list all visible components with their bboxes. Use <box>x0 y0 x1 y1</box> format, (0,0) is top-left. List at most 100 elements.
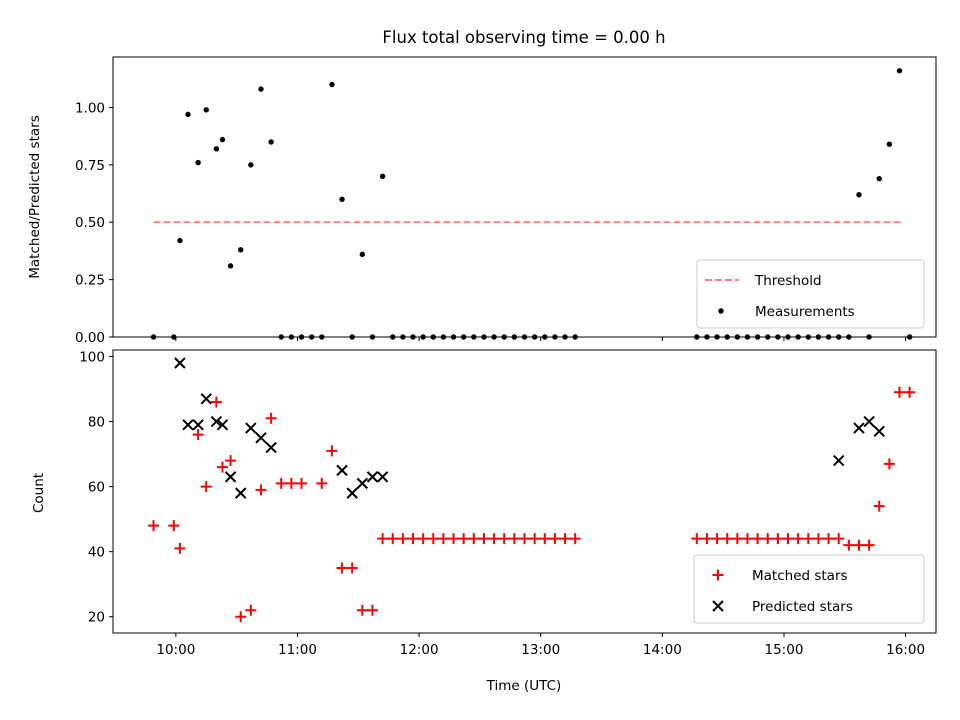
measurements-point <box>359 251 366 258</box>
measurements-point <box>339 196 345 202</box>
matched-stars-point <box>326 445 338 457</box>
matched-stars-point <box>200 481 212 493</box>
measurements-point <box>896 68 903 74</box>
predicted-stars-point <box>224 471 237 483</box>
data-marks <box>148 357 916 623</box>
matched-stars-point <box>772 533 784 545</box>
predicted-stars-point <box>192 419 204 431</box>
matched-stars-point <box>192 429 204 441</box>
matched-stars-point <box>701 533 713 545</box>
legend-plus-swatch <box>712 569 724 581</box>
matched-stars-point <box>407 533 419 545</box>
matched-stars-point <box>863 539 875 551</box>
matched-stars-point <box>255 484 267 496</box>
legend-label: Predicted stars <box>752 599 853 615</box>
legend-x-swatch <box>712 600 724 612</box>
x-tick-label: 15:00 <box>765 642 804 658</box>
matched-stars-point <box>711 533 723 545</box>
measurements-point <box>379 173 386 180</box>
matched-stars-point <box>210 396 222 408</box>
measurements-point <box>203 107 209 113</box>
matched-stars-point <box>721 533 733 545</box>
matched-stars-point <box>245 604 257 616</box>
measurements-point <box>185 111 191 118</box>
measurements-point <box>219 136 226 143</box>
predicted-stars-point <box>182 419 194 431</box>
matched-stars-point <box>894 386 906 398</box>
x-tick-label: 16:00 <box>886 642 925 658</box>
measurements-point <box>195 159 201 166</box>
predicted-stars-point <box>245 422 257 434</box>
x-tick-label: 14:00 <box>643 642 682 658</box>
bottom-y-axis-label: Count <box>31 473 47 513</box>
measurements-point <box>856 192 862 198</box>
matched-stars-point <box>559 533 571 545</box>
matched-stars-point <box>741 533 753 545</box>
matched-stars-point <box>812 533 824 545</box>
matched-stars-point <box>377 533 389 545</box>
matched-stars-point <box>478 533 490 545</box>
predicted-stars-point <box>873 425 885 438</box>
matched-stars-point <box>168 520 180 532</box>
matched-stars-point <box>488 533 500 545</box>
top-plot-area: 0.00 0.25 0.50 0.75 1.00 <box>75 56 937 346</box>
measurements-point <box>876 175 882 182</box>
measurements-point <box>227 263 234 269</box>
legend-label: Measurements <box>755 304 855 320</box>
top-legend: Threshold Measurements <box>696 259 925 329</box>
matched-stars-point <box>458 533 470 545</box>
matched-stars-point <box>549 533 561 545</box>
y-tick-label: 80 <box>88 415 105 431</box>
y-tick-label: 20 <box>88 610 105 626</box>
measurements-point <box>268 139 274 145</box>
matched-stars-point <box>904 386 916 398</box>
y-tick-label: 0.50 <box>75 215 105 231</box>
matched-stars-point <box>529 533 541 545</box>
legend-label: Threshold <box>754 273 822 289</box>
matched-stars-point <box>519 533 530 545</box>
predicted-stars-point <box>356 477 369 490</box>
y-tick-label: 0.25 <box>75 273 105 289</box>
matched-stars-point <box>498 533 510 545</box>
matched-stars-point <box>853 539 865 551</box>
matched-stars-point <box>296 477 308 489</box>
x-axis-label: Time (UTC) <box>486 678 562 694</box>
predicted-stars-point <box>863 415 875 428</box>
matched-stars-point <box>752 533 764 545</box>
top-chart-title: Flux total observing time = 0.00 h <box>382 28 665 47</box>
matched-stars-point <box>356 604 368 616</box>
bottom-plot-area: 20 40 60 80 100 10:00 11:00 12:00 13:00 14:00 15:0… <box>79 349 937 658</box>
matched-stars-point <box>316 477 328 489</box>
matched-stars-point <box>873 500 885 512</box>
legend-box <box>693 554 925 624</box>
matched-stars-point <box>508 533 520 545</box>
measurements-point <box>248 162 254 168</box>
matched-stars-point <box>275 477 287 489</box>
predicted-stars-point <box>853 422 865 434</box>
matched-stars-point <box>843 539 855 551</box>
legend-box <box>696 259 925 329</box>
predicted-stars-point <box>832 454 845 467</box>
x-tick-label: 10:00 <box>156 642 195 658</box>
bottom-legend: Matched stars Predicted stars <box>693 554 925 624</box>
predicted-stars-point <box>200 393 212 405</box>
measurements-point <box>329 81 335 88</box>
matched-stars-point <box>782 533 794 545</box>
matched-stars-point <box>285 477 297 489</box>
measurements-point <box>258 86 264 92</box>
matched-stars-point <box>823 533 835 545</box>
top-y-axis-label: Matched/Predicted stars <box>27 115 43 278</box>
measurements-point <box>177 237 183 244</box>
matched-stars-point <box>174 542 186 554</box>
matched-stars-point <box>539 533 551 545</box>
predicted-stars-point <box>376 471 389 483</box>
predicted-stars-point <box>216 419 229 431</box>
predicted-stars-point <box>265 441 277 454</box>
predicted-stars-point <box>255 432 267 444</box>
matched-stars-point <box>148 520 160 532</box>
matched-stars-point <box>366 604 378 616</box>
matched-stars-point <box>691 533 703 545</box>
matched-stars-point <box>731 533 743 545</box>
matched-stars-point <box>468 533 480 545</box>
